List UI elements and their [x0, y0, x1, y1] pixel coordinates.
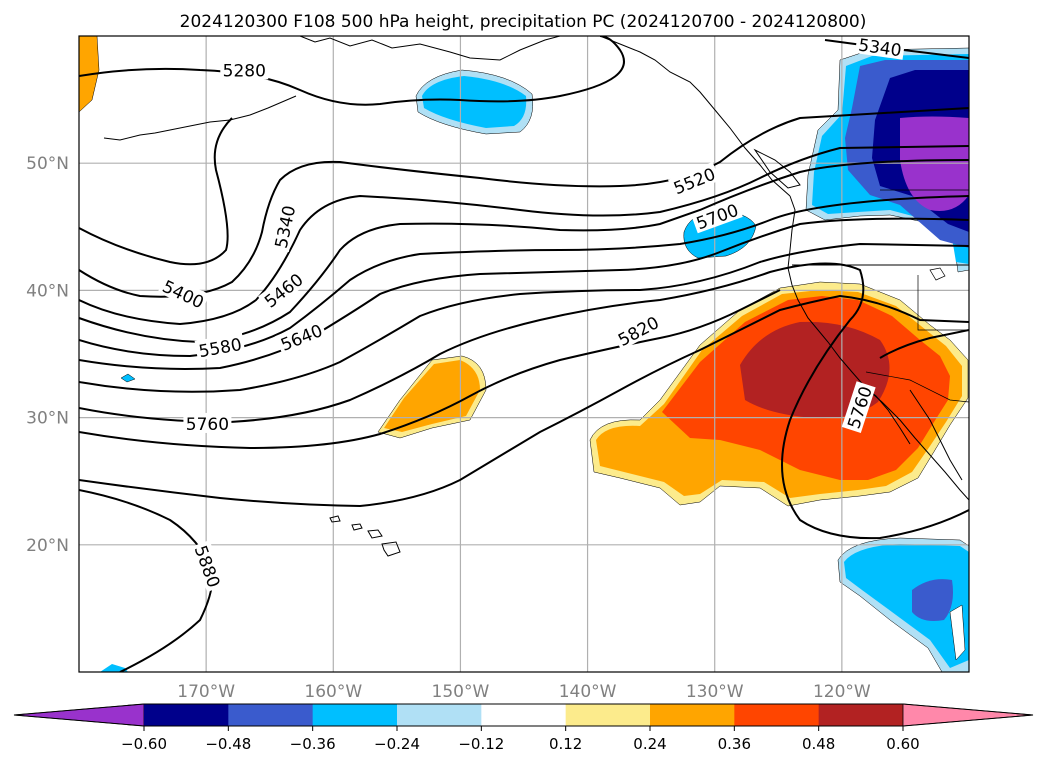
vancouver-island	[753, 148, 801, 189]
contour-5760-south	[79, 289, 781, 450]
colorbar-tick-label: 0.48	[802, 735, 835, 753]
contour-5820-east	[879, 329, 969, 359]
colorbar-tick-label: −0.60	[121, 735, 167, 753]
colorbar-tick-label: −0.12	[458, 735, 504, 753]
colorbar-tick-label: −0.48	[205, 735, 251, 753]
contour-label-text: 5760	[186, 415, 229, 435]
contour-5760	[79, 262, 969, 540]
contour-label: 5340	[854, 36, 906, 61]
axis-labels: 20°N 30°N 40°N 50°N 170°W 160°W 150°W 140°W 130°…	[26, 154, 871, 702]
lon-tick-label: 140°W	[559, 682, 617, 702]
lat-tick-label: 50°N	[26, 154, 69, 174]
mexico-border	[865, 371, 969, 403]
colorbar-tick-label: 0.36	[718, 735, 751, 753]
contour-5820	[79, 294, 969, 508]
coastlines	[103, 36, 969, 557]
alaska-coast	[299, 36, 561, 61]
state-border-inland	[917, 275, 969, 331]
colorbar-segment	[144, 704, 229, 726]
contour-5460	[79, 145, 969, 326]
lon-tick-label: 120°W	[813, 682, 871, 702]
colorbar-segment	[565, 704, 651, 726]
lat-tick-label: 30°N	[26, 409, 69, 429]
contour-5280	[79, 36, 625, 106]
colorbar-tick-label: −0.36	[290, 735, 336, 753]
alaska-panhandle	[599, 36, 791, 197]
colorbar-tick-label: 0.24	[633, 735, 666, 753]
lat-tick-label: 40°N	[26, 281, 69, 301]
precip-shading	[79, 36, 969, 672]
graticule	[79, 36, 969, 672]
inland-lake	[929, 267, 946, 281]
contour-5340	[79, 117, 233, 266]
colorbar-extend-high	[902, 703, 1034, 727]
map-frame	[78, 35, 970, 673]
contour-label: 5760	[183, 412, 232, 435]
colorbar-tick-label: 0.60	[886, 735, 919, 753]
lon-tick-label: 150°W	[432, 682, 490, 702]
colorbar-segment	[650, 704, 735, 726]
colorbar-segment	[818, 704, 904, 726]
colorbar-segment	[481, 704, 567, 726]
lon-tick-label: 160°W	[304, 682, 362, 702]
aleutian-islands	[103, 95, 297, 141]
colorbar-segment	[734, 704, 820, 726]
figure-title: 2024120300 F108 500 hPa height, precipit…	[180, 12, 867, 32]
lat-tick-label: 20°N	[26, 536, 69, 556]
colorbar: −0.60 −0.48 −0.36 −0.24 −0.12 0.12 0.24 0.36 0.4…	[13, 703, 1034, 753]
colorbar-extend-low	[13, 703, 145, 727]
colorbar-segment	[312, 704, 398, 726]
colorbar-tick-label: −0.24	[374, 735, 420, 753]
contour-label-text: 5280	[223, 61, 266, 81]
colorbar-segment	[228, 704, 314, 726]
lon-tick-label: 130°W	[686, 682, 744, 702]
west-coast-north-america	[787, 195, 969, 501]
hawaiian-islands	[329, 515, 401, 557]
gulf-of-california	[909, 389, 963, 481]
contour-label: 5280	[220, 59, 269, 81]
contour-5700	[79, 242, 969, 393]
lon-tick-label: 170°W	[177, 682, 235, 702]
contour-5640	[79, 217, 969, 370]
colorbar-segment	[397, 704, 482, 726]
colorbar-tick-label: 0.12	[549, 735, 582, 753]
